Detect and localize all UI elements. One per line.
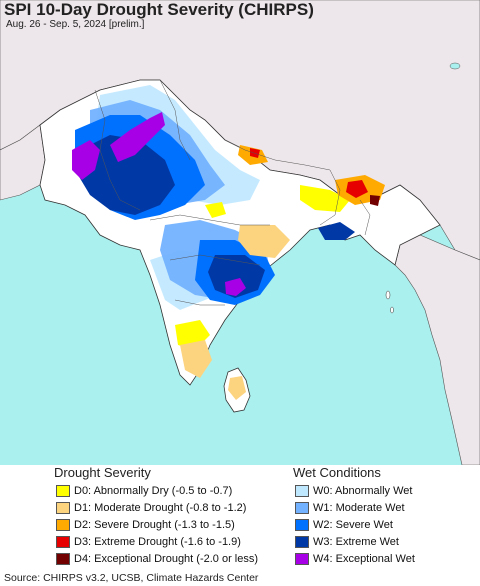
legend-label-d0: D0: Abnormally Dry (-0.5 to -0.7) [74,484,233,497]
legend-item-w2: W2: Severe Wet [295,517,393,532]
map-subtitle: Aug. 26 - Sep. 5, 2024 [prelim.] [6,19,145,30]
legend-item-d1: D1: Moderate Drought (-0.8 to -1.2) [56,500,246,515]
map-canvas [0,0,480,465]
swatch-d3 [56,535,70,548]
legend-item-w1: W1: Moderate Wet [295,500,405,515]
swatch-d2 [56,518,70,531]
swatch-d1 [56,501,70,514]
legend-item-w3: W3: Extreme Wet [295,534,399,549]
drought-d0-central [205,202,226,218]
swatch-w3 [295,535,309,548]
drought-d4-northeast [370,195,380,206]
legend-item-w4: W4: Exceptional Wet [295,551,415,566]
drought-d1-east [238,225,290,258]
wet-w4-west [72,140,100,180]
legend-label-w1: W1: Moderate Wet [313,501,405,514]
legend-label-w2: W2: Severe Wet [313,518,393,531]
swatch-w2 [295,518,309,531]
legend-item-d2: D2: Severe Drought (-1.3 to -1.5) [56,517,235,532]
drought-d0-northeast [300,185,350,212]
drought-d1-srilanka [228,376,246,400]
wet-w4-north [110,112,165,162]
swatch-w0 [295,484,309,497]
legend-item-d3: D3: Extreme Drought (-1.6 to -1.9) [56,534,241,549]
andaman-islands [385,290,394,314]
swatch-d4 [56,552,70,565]
drought-d1-south [180,340,212,378]
lake-feature [449,62,461,70]
drought-legend-heading: Drought Severity [54,465,151,480]
wet-w4-east [225,278,246,296]
legend-item-w0: W0: Abnormally Wet [295,483,412,498]
legend-label-d4: D4: Exceptional Drought (-2.0 or less) [74,552,259,565]
drought-d3-northeast [346,180,368,198]
legend-label-d2: D2: Severe Drought (-1.3 to -1.5) [74,518,235,531]
legend-label-w0: W0: Abnormally Wet [313,484,413,497]
legend-label-d1: D1: Moderate Drought (-0.8 to -1.2) [74,501,247,514]
swatch-w1 [295,501,309,514]
swatch-d0 [56,484,70,497]
legend-item-d0: D0: Abnormally Dry (-0.5 to -0.7) [56,483,232,498]
wet-w3-area [78,135,175,215]
drought-d3-north [250,148,260,158]
legend-label-d3: D3: Extreme Drought (-1.6 to -1.9) [74,535,241,548]
legend-label-w3: W3: Extreme Wet [313,535,399,548]
map-title: SPI 10-Day Drought Severity (CHIRPS) [4,0,314,19]
legend: Drought Severity Wet Conditions D0: Abno… [0,465,480,586]
sundarbans-wet [318,222,355,240]
wet-legend-heading: Wet Conditions [293,465,381,480]
admin-borders [94,79,371,306]
wet-w3-east [208,255,265,298]
legend-label-w4: W4: Exceptional Wet [313,552,415,565]
swatch-w4 [295,552,309,565]
legend-item-d4: D4: Exceptional Drought (-2.0 or less) [56,551,258,566]
source-credit: Source: CHIRPS v3.2, UCSB, Climate Hazar… [4,572,259,584]
